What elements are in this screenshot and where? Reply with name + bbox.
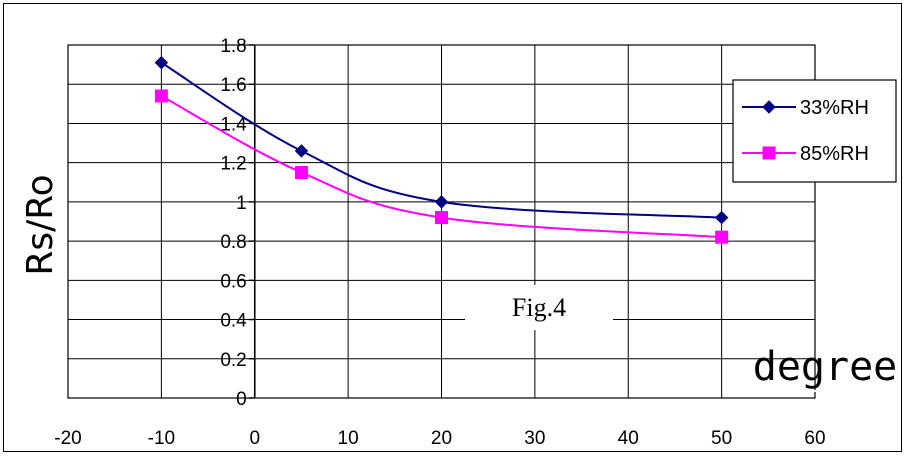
series-1 — [154, 55, 729, 225]
x-tick-label: 0 — [249, 428, 260, 449]
legend: 33%RH 85%RH — [732, 79, 897, 183]
legend-box — [732, 79, 897, 183]
data-point — [435, 211, 448, 225]
y-tick-label: 0.2 — [220, 350, 246, 371]
x-axis-label: degree — [753, 344, 898, 390]
x-tick-labels: -20 -10 0 10 20 30 40 50 60 — [54, 428, 825, 449]
figure-annotation: Fig.4 — [512, 293, 566, 322]
x-tick-label: 60 — [804, 428, 825, 449]
series-line — [160, 61, 722, 219]
y-tick-labels: 0 0.2 0.4 0.6 0.8 1 1.2 1.4 1.6 1.8 — [220, 36, 247, 410]
series-layer — [154, 55, 729, 244]
x-tick-label: 50 — [711, 428, 732, 449]
data-point — [715, 230, 729, 244]
x-tick-label: 10 — [338, 428, 359, 449]
data-point — [154, 55, 169, 70]
legend-entry: 33%RH — [742, 97, 869, 119]
xlabel-gap — [728, 390, 900, 392]
x-tick-label: 30 — [524, 428, 545, 449]
annotation-background — [465, 285, 613, 330]
y-tick-label: 1.2 — [220, 154, 246, 175]
x-tick-label: 20 — [431, 428, 452, 449]
legend-label: 33%RH — [800, 97, 869, 119]
x-tick-label: 40 — [618, 428, 639, 449]
chart-frame — [3, 3, 902, 452]
series-2 — [154, 89, 729, 244]
x-tick-label: -20 — [54, 428, 81, 449]
data-point — [294, 165, 308, 179]
y-tick-label: 0.6 — [220, 271, 246, 292]
y-tick-label: 0 — [236, 389, 247, 410]
x-tick-label: -10 — [148, 428, 175, 449]
data-point — [154, 89, 168, 103]
legend-marker — [762, 100, 776, 114]
y-tick-label: 1 — [236, 193, 247, 214]
y-axis-label: Rs/Ro — [20, 174, 61, 275]
legend-entry: 85%RH — [742, 143, 869, 165]
y-tick-label: 1.4 — [220, 114, 247, 135]
data-point — [434, 195, 449, 209]
series-line — [160, 95, 722, 239]
y-tick-label: 1.8 — [220, 36, 246, 57]
data-point — [714, 210, 729, 225]
legend-marker — [762, 146, 776, 160]
legend-label: 85%RH — [800, 143, 869, 165]
y-tick-label: 1.6 — [220, 75, 246, 96]
data-point — [294, 144, 309, 158]
y-tick-label: 0.4 — [220, 311, 247, 332]
y-tick-label: 0.8 — [220, 232, 246, 253]
